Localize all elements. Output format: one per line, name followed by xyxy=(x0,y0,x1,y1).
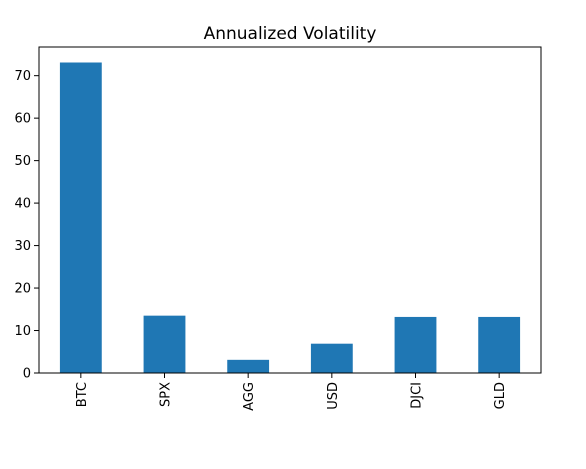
y-tick-label: 10 xyxy=(14,324,31,339)
bar-spx xyxy=(143,315,186,373)
y-tick-label: 60 xyxy=(14,112,31,127)
y-tick-label: 70 xyxy=(14,69,31,84)
x-tick-label: SPX xyxy=(159,382,174,407)
y-tick-label: 30 xyxy=(14,239,31,254)
x-tick-label: BTC xyxy=(75,382,90,407)
bar-btc xyxy=(59,62,102,374)
x-tick-label: DJCI xyxy=(410,382,425,409)
y-axis: 0 10 20 30 40 50 60 70 xyxy=(14,69,39,382)
bar-djci xyxy=(394,316,437,373)
chart-title: Annualized Volatility xyxy=(204,24,377,44)
plot-frame xyxy=(38,46,542,374)
x-tick-label: USD xyxy=(326,382,341,410)
bar-usd xyxy=(310,343,353,373)
x-tick-label: AGG xyxy=(242,382,257,411)
y-tick-label: 20 xyxy=(14,282,31,297)
x-axis: BTC SPX AGG USD DJCI GLD xyxy=(75,373,508,411)
y-tick-label: 0 xyxy=(23,367,31,382)
bar-agg xyxy=(227,359,270,373)
x-tick-label: GLD xyxy=(493,382,508,409)
y-tick-label: 50 xyxy=(14,154,31,169)
bars-layer xyxy=(59,62,521,374)
bar-gld xyxy=(478,316,521,373)
y-tick-label: 40 xyxy=(14,197,31,212)
